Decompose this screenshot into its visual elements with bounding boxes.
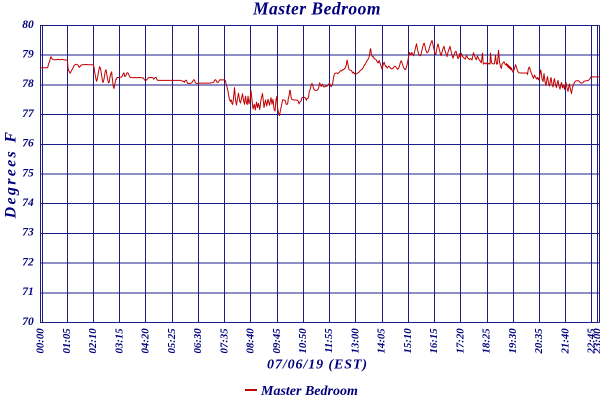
svg-text:02:10: 02:10 (87, 328, 99, 354)
svg-text:Master Bedroom: Master Bedroom (252, 0, 381, 19)
svg-text:10:50: 10:50 (297, 328, 309, 354)
svg-text:15:10: 15:10 (402, 328, 414, 354)
svg-text:05:25: 05:25 (166, 328, 178, 354)
svg-text:04:20: 04:20 (140, 328, 152, 354)
svg-text:07:35: 07:35 (218, 328, 230, 354)
svg-text:13:00: 13:00 (349, 328, 361, 354)
svg-text:09:45: 09:45 (271, 328, 283, 354)
svg-text:71: 71 (22, 286, 34, 298)
svg-text:75: 75 (22, 167, 34, 179)
svg-text:70: 70 (22, 316, 34, 328)
svg-text:20:35: 20:35 (533, 328, 545, 355)
svg-text:08:40: 08:40 (245, 328, 257, 354)
svg-text:Master Bedroom: Master Bedroom (260, 384, 358, 399)
svg-text:11:55: 11:55 (323, 328, 335, 353)
svg-text:00:00: 00:00 (35, 328, 47, 354)
svg-text:17:20: 17:20 (454, 328, 466, 354)
svg-text:06:30: 06:30 (192, 328, 204, 354)
svg-text:80: 80 (22, 19, 34, 31)
svg-text:07/06/19 (EST): 07/06/19 (EST) (267, 358, 368, 373)
svg-text:23:00: 23:00 (592, 328, 600, 355)
svg-text:21:40: 21:40 (559, 328, 571, 355)
svg-text:18:25: 18:25 (481, 328, 493, 354)
svg-text:03:15: 03:15 (113, 328, 125, 354)
svg-text:73: 73 (22, 227, 34, 239)
svg-text:01:05: 01:05 (61, 328, 73, 354)
svg-text:76: 76 (22, 138, 34, 150)
svg-text:22:45: 22:45 (586, 328, 598, 355)
svg-text:Degrees F: Degrees F (3, 130, 20, 220)
svg-text:72: 72 (22, 256, 34, 268)
svg-text:79: 79 (22, 49, 34, 61)
svg-text:19:30: 19:30 (507, 328, 519, 354)
svg-text:77: 77 (22, 108, 35, 120)
svg-text:78: 78 (22, 78, 34, 90)
svg-text:14:05: 14:05 (376, 328, 388, 354)
svg-text:16:15: 16:15 (428, 328, 440, 354)
svg-text:74: 74 (22, 197, 34, 209)
